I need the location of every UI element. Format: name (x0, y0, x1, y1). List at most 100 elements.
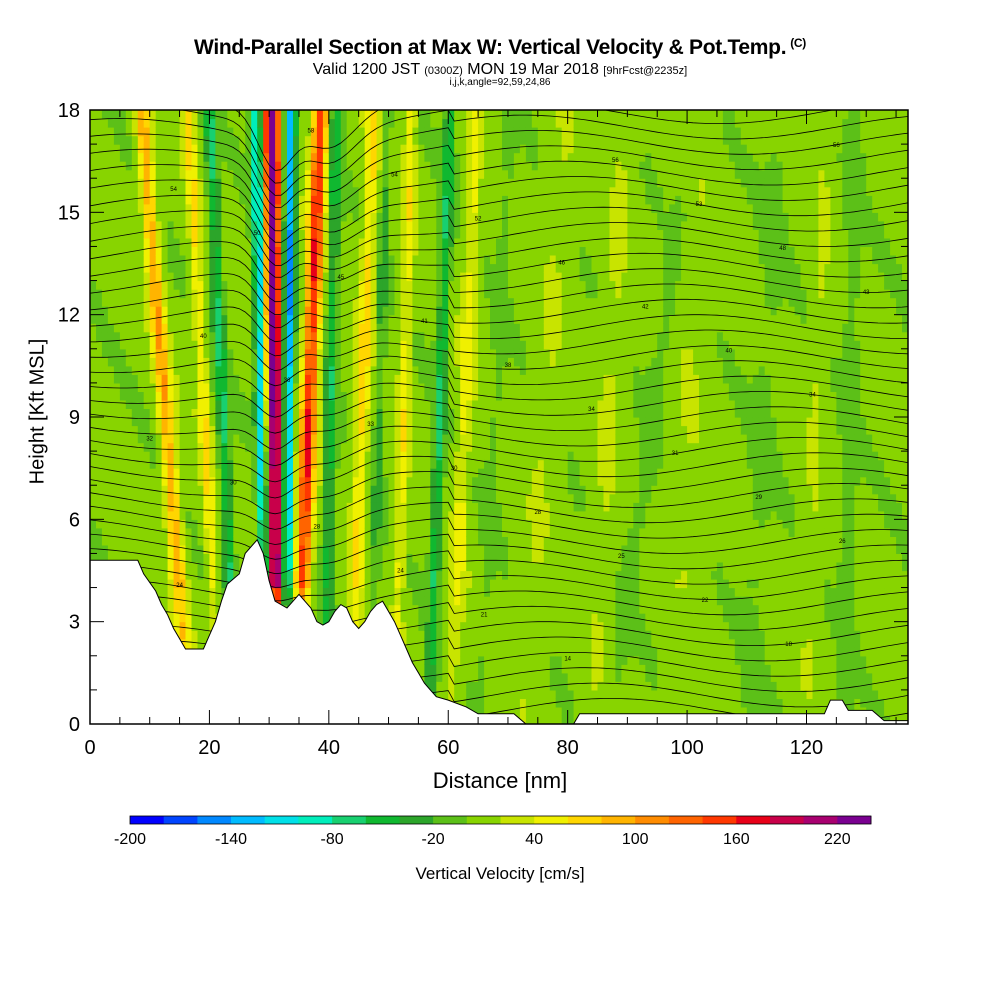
contour-label: 28 (534, 510, 541, 516)
contour-label: 40 (200, 334, 207, 340)
theta-contour (90, 273, 908, 316)
colorbar-tick-label: 220 (824, 831, 851, 848)
contour-label: 38 (505, 363, 512, 369)
contour-label: 36 (284, 378, 291, 384)
colorbar-tick-label: 100 (622, 831, 649, 848)
contour-label: 34 (809, 393, 816, 399)
x-tick-label: 0 (84, 737, 95, 759)
colorbar-swatch (264, 816, 299, 824)
contour-label: 56 (612, 158, 619, 164)
theta-contour (90, 471, 908, 515)
theta-contour (90, 533, 908, 575)
contour-label: 42 (642, 305, 649, 311)
theta-contour (90, 241, 908, 290)
theta-contour (90, 501, 908, 545)
y-tick-label: 9 (69, 407, 80, 429)
theta-contour (90, 341, 908, 372)
colorbar-swatch (534, 816, 569, 824)
colorbar-frame (129, 815, 872, 825)
x-tick-label: 80 (557, 737, 579, 759)
contour-label: 43 (863, 290, 870, 296)
colorbar-swatch (399, 816, 434, 824)
contour-label: 54 (170, 187, 177, 193)
contour-label: 50 (254, 231, 261, 237)
colorbar-label: Vertical Velocity [cm/s] (415, 864, 585, 883)
theta-contour (90, 517, 908, 560)
y-axis-label: Height [Kft MSL] (26, 338, 49, 485)
colorbar-tick-label: -140 (215, 831, 247, 848)
colorbar-tick-label: -200 (114, 831, 146, 848)
y-tick-label: 18 (58, 100, 80, 122)
contour-label: 24 (397, 569, 404, 575)
contour-label: 28 (314, 525, 321, 531)
theta-contour (90, 425, 908, 467)
theta-contour (90, 411, 908, 450)
theta-contour (90, 179, 908, 243)
colorbar-swatch (668, 816, 703, 824)
theta-contour (178, 110, 908, 184)
theta-contour (90, 368, 908, 402)
theta-contour (90, 355, 908, 387)
y-tick-label: 0 (69, 714, 80, 736)
contour-label: 58 (308, 129, 315, 135)
colorbar-tick-label: -80 (321, 831, 344, 848)
contour-label: 30 (230, 481, 237, 487)
colorbar-swatch (500, 816, 535, 824)
theta-contour (90, 133, 908, 208)
x-tick-label: 40 (318, 737, 340, 759)
colorbar-swatch (433, 816, 468, 824)
y-tick-label: 6 (69, 509, 80, 531)
contour-label: 54 (391, 173, 398, 179)
colorbar-swatch (197, 816, 232, 824)
x-tick-label: 120 (790, 737, 823, 759)
y-tick-label: 3 (69, 612, 80, 634)
contour-label: 18 (785, 642, 792, 648)
section-indices: i,j,k,angle=92,59,24,86 (449, 77, 551, 88)
y-tick-label: 15 (58, 202, 80, 224)
x-tick-label: 100 (670, 737, 703, 759)
theta-contour (90, 225, 908, 278)
theta-contour (90, 486, 908, 530)
theta-contour (90, 440, 908, 483)
colorbar-swatch (601, 816, 636, 824)
theta-contour (90, 289, 908, 329)
colorbar-swatch (567, 816, 602, 824)
contour-label: 24 (176, 583, 183, 589)
contour-label: 52 (475, 217, 482, 223)
theta-contour (90, 148, 908, 220)
contour-label: 45 (337, 275, 344, 281)
contour-label: 41 (421, 319, 428, 325)
contour-label: 53 (696, 202, 703, 208)
theta-contour (90, 256, 908, 303)
contour-label: 21 (481, 613, 488, 619)
colorbar-swatch (163, 816, 198, 824)
theta-contour (90, 118, 908, 196)
colorbar-tick-label: 40 (525, 831, 543, 848)
contour-label: 32 (146, 437, 153, 443)
contour-label: 48 (779, 246, 786, 252)
colorbar-tick-label: 160 (723, 831, 750, 848)
theta-contour (90, 164, 908, 232)
theta-contour (90, 306, 908, 343)
theta-contour (90, 210, 908, 266)
colorbar-tick-label: -20 (422, 831, 445, 848)
colorbar-swatch (466, 816, 501, 824)
theta-contour (90, 563, 908, 602)
theta-contour (90, 455, 908, 499)
theta-contour (90, 194, 908, 255)
contour-label: 31 (672, 451, 679, 457)
contour-label: 14 (564, 657, 571, 663)
colorbar-swatch (298, 816, 333, 824)
colorbar-swatch (231, 816, 266, 824)
colorbar-swatch (770, 816, 805, 824)
contour-label: 25 (618, 554, 625, 560)
contour-label: 56 (833, 143, 840, 149)
colorbar-swatch (130, 816, 165, 824)
x-tick-label: 20 (198, 737, 220, 759)
colorbar-swatch (702, 816, 737, 824)
contour-label: 26 (839, 539, 846, 545)
colorbar-swatch (365, 816, 400, 824)
contour-label: 29 (755, 495, 762, 501)
contour-label: 30 (451, 466, 458, 472)
